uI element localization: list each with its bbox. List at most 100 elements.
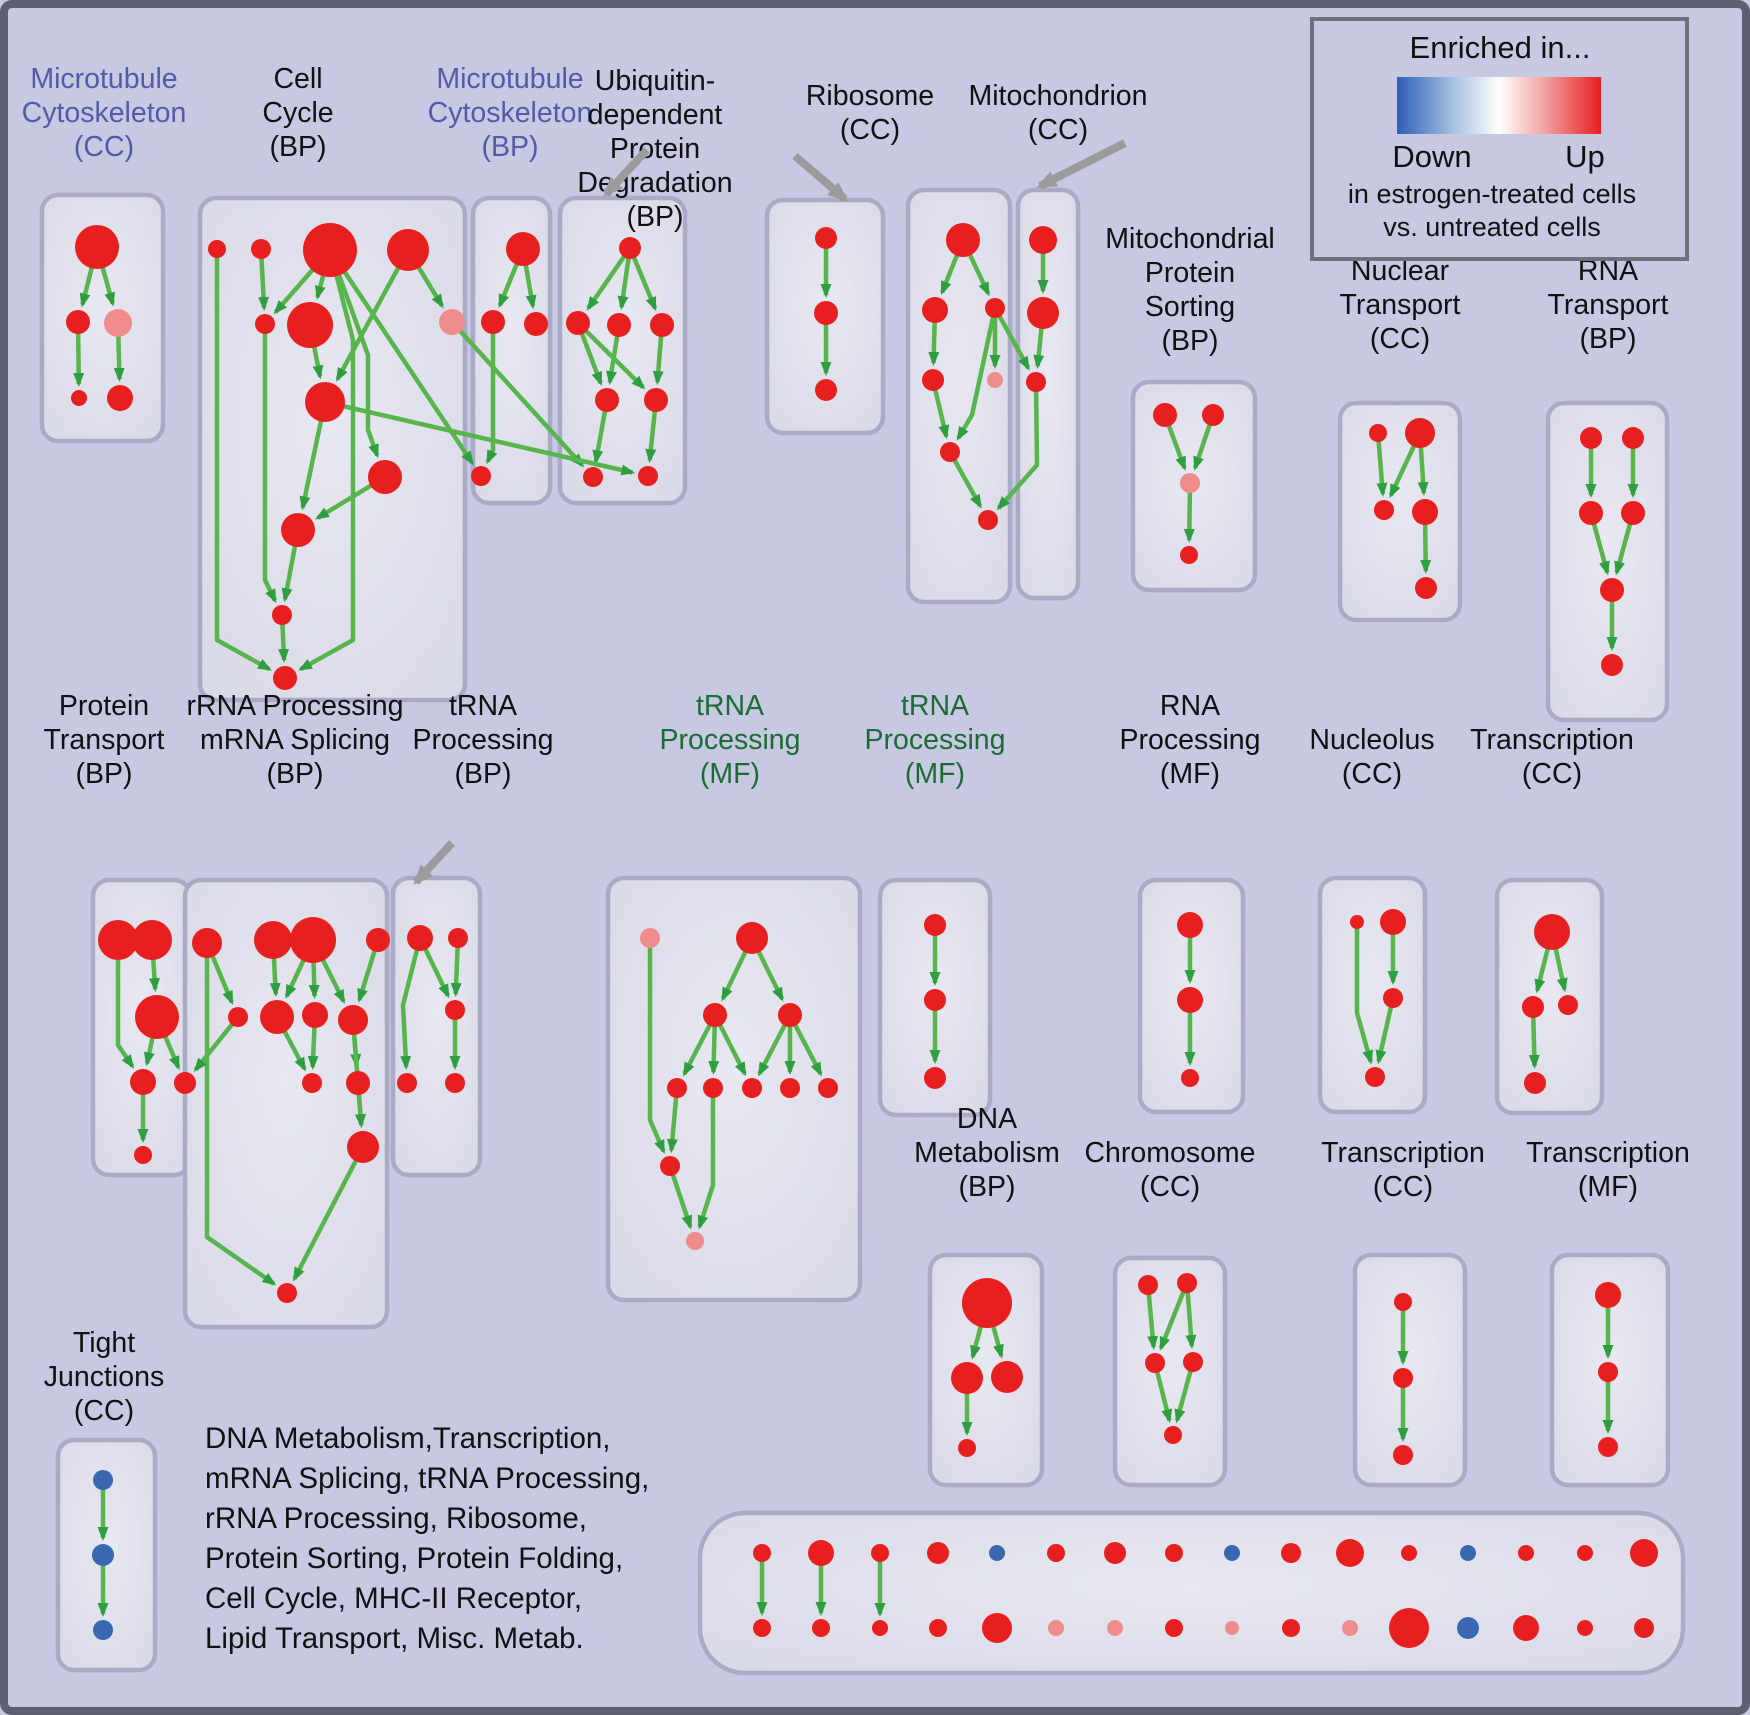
go-term-node xyxy=(1460,1545,1476,1561)
go-term-node xyxy=(1634,1618,1654,1638)
go-term-node xyxy=(397,1073,417,1093)
go-term-node xyxy=(338,1005,368,1035)
go-term-node xyxy=(1518,1545,1534,1561)
go-cross-edge-arrow xyxy=(996,381,1040,511)
go-term-node xyxy=(75,225,119,269)
go-term-node xyxy=(1457,1617,1479,1639)
go-term-node xyxy=(742,1078,762,1098)
go-term-node xyxy=(92,1544,114,1566)
protein-transport-bp-label: Protein Transport (BP) xyxy=(44,690,165,790)
go-term-node xyxy=(93,1620,113,1640)
go-edge-arrow xyxy=(1184,1282,1197,1349)
go-term-node xyxy=(607,313,631,337)
legend: Enriched in... Down Up in estrogen-treated … xyxy=(1310,17,1689,261)
go-term-node xyxy=(660,1156,680,1176)
go-cross-edge-arrow xyxy=(324,399,636,476)
go-term-node xyxy=(1383,988,1403,1008)
go-term-node xyxy=(1598,1362,1618,1382)
go-term-node xyxy=(1047,1544,1065,1562)
go-term-node xyxy=(982,1613,1012,1643)
go-term-node xyxy=(1577,1620,1593,1636)
go-term-node xyxy=(1595,1282,1621,1308)
go-term-node xyxy=(277,1283,297,1303)
cluster-box-dna-metabolism-bp xyxy=(927,1252,1045,1488)
go-term-node xyxy=(1164,1426,1182,1444)
go-edge-arrow xyxy=(956,307,998,441)
go-term-node xyxy=(305,382,345,422)
go-term-node xyxy=(254,921,292,959)
cluster-box-nuclear-transport-cc xyxy=(1337,400,1463,623)
go-term-node xyxy=(927,1542,949,1564)
go-term-node xyxy=(922,297,948,323)
go-term-node xyxy=(703,1078,723,1098)
go-term-node xyxy=(872,1620,888,1636)
go-term-node xyxy=(302,1073,322,1093)
go-term-node xyxy=(1224,1545,1240,1561)
go-term-node xyxy=(1598,1437,1618,1457)
go-term-node xyxy=(1165,1544,1183,1562)
go-edge-arrow xyxy=(1354,922,1374,1065)
go-edge-arrow xyxy=(115,940,135,1069)
go-cross-edge-arrow xyxy=(993,306,1031,371)
go-term-node xyxy=(1138,1275,1158,1295)
go-term-node xyxy=(1180,473,1200,493)
go-term-node xyxy=(260,1000,294,1034)
mitochondrial-protein-sorting-bp-label: Mitochondrial Protein Sorting (BP) xyxy=(1105,223,1275,357)
go-edge-arrow xyxy=(666,1087,680,1154)
go-term-node xyxy=(387,229,429,271)
go-term-node xyxy=(1165,1619,1183,1637)
label-pointer-arrow xyxy=(1036,139,1127,190)
misc-terms-note: DNA Metabolism,Transcription, mRNA Splici… xyxy=(205,1422,649,1655)
go-term-node xyxy=(871,1544,889,1562)
go-term-node xyxy=(272,605,292,625)
go-term-node xyxy=(255,314,275,334)
go-edge-arrow xyxy=(586,246,632,311)
trna-processing-mf-left-label: tRNA Processing (MF) xyxy=(660,690,801,790)
go-term-node xyxy=(946,223,980,257)
go-edge-arrow xyxy=(292,1145,365,1282)
go-edge-arrow xyxy=(697,1088,716,1230)
go-term-node xyxy=(1225,1621,1239,1635)
go-edge-arrow xyxy=(298,249,356,672)
go-edge-arrow xyxy=(1174,1361,1196,1424)
go-term-node xyxy=(1177,987,1203,1013)
go-term-node xyxy=(506,232,540,266)
go-term-node xyxy=(1380,909,1406,935)
trna-processing-mf-right-label: tRNA Processing (MF) xyxy=(865,690,1006,790)
go-edge-arrow xyxy=(262,324,278,604)
go-term-node xyxy=(130,1069,156,1095)
go-term-node xyxy=(1401,1545,1417,1561)
go-edge-arrow xyxy=(667,1165,693,1230)
go-edge-arrow xyxy=(1375,997,1396,1065)
mitochondrion-cc-label: Mitochondrion (CC) xyxy=(968,80,1147,146)
go-term-node xyxy=(366,928,390,952)
go-term-node xyxy=(1534,914,1570,950)
go-term-node xyxy=(303,223,357,277)
go-term-node xyxy=(640,928,660,948)
cluster-box-microtubule-cytoskeleton-cc xyxy=(39,192,166,444)
go-term-node xyxy=(471,466,491,486)
go-term-node xyxy=(1026,372,1046,392)
microtubule-cytoskeleton-bp-label: Microtubule Cytoskeleton (BP) xyxy=(428,63,593,163)
go-term-node xyxy=(1577,1545,1593,1561)
go-term-node xyxy=(1580,427,1602,449)
go-term-node xyxy=(98,920,138,960)
legend-down-label: Down xyxy=(1392,139,1471,174)
go-term-node xyxy=(104,309,132,337)
go-edge-arrow xyxy=(400,937,423,1070)
go-term-node xyxy=(174,1072,196,1094)
go-term-node xyxy=(290,917,336,963)
go-term-node xyxy=(1522,996,1544,1018)
legend-subtitle-line2: vs. untreated cells xyxy=(1383,212,1601,242)
go-term-node xyxy=(1342,1620,1358,1636)
go-edge-arrow xyxy=(948,450,983,509)
go-term-node xyxy=(1181,1069,1199,1087)
go-term-node xyxy=(818,1078,838,1098)
go-term-node xyxy=(736,922,768,954)
go-term-node xyxy=(1394,1293,1412,1311)
go-edge-arrow xyxy=(1375,432,1388,497)
go-term-node xyxy=(991,1361,1023,1393)
go-term-node xyxy=(951,1362,983,1394)
